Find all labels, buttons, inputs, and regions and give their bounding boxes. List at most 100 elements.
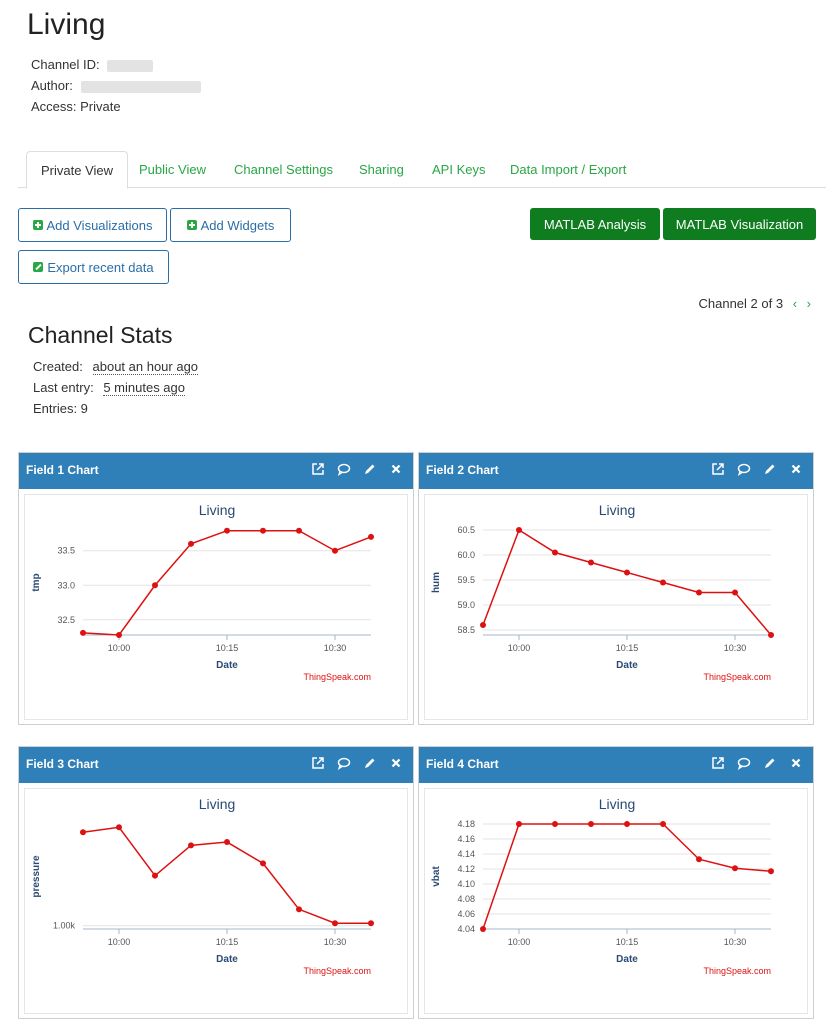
export-recent-data-label: Export recent data bbox=[47, 259, 154, 275]
y-tick-label: 4.06 bbox=[457, 909, 475, 919]
data-point bbox=[552, 549, 558, 556]
channel-pager: Channel 2 of 3 ‹ › bbox=[698, 296, 811, 311]
pencil-icon[interactable] bbox=[363, 756, 377, 770]
y-axis-label: pressure bbox=[31, 855, 42, 898]
external-link-icon[interactable] bbox=[711, 756, 725, 770]
panel-header: Field 1 Chart bbox=[19, 453, 413, 489]
data-point bbox=[188, 540, 194, 547]
last-entry-row: Last entry: 5 minutes ago bbox=[33, 380, 185, 396]
channel-stats-title: Channel Stats bbox=[28, 322, 173, 348]
data-point bbox=[588, 559, 594, 566]
comment-icon[interactable] bbox=[737, 756, 751, 770]
channel-id-redacted bbox=[107, 59, 154, 72]
y-tick-label: 59.5 bbox=[457, 575, 475, 585]
close-icon[interactable] bbox=[789, 462, 803, 476]
y-tick-label: 4.14 bbox=[457, 849, 475, 859]
chart-area: Living 4.04 4.06 4.08 4.10 4.12 4.14 4.16 4.18 10… bbox=[424, 788, 808, 1014]
panel-toolbar bbox=[711, 756, 803, 770]
comment-icon[interactable] bbox=[337, 462, 351, 476]
x-axis-label: Date bbox=[616, 660, 638, 671]
matlab-analysis-button[interactable]: MATLAB Analysis bbox=[530, 208, 660, 240]
data-series-line bbox=[482, 823, 772, 930]
y-tick-label: 32.5 bbox=[57, 615, 75, 625]
data-point bbox=[224, 839, 230, 846]
y-axis-label: hum bbox=[431, 572, 442, 593]
add-widgets-button[interactable]: Add Widgets bbox=[170, 208, 291, 242]
data-point bbox=[516, 527, 522, 533]
pencil-icon[interactable] bbox=[763, 756, 777, 770]
y-tick-label: 4.18 bbox=[457, 819, 475, 829]
field-3-chart-panel: Field 3 Chart Living 1.00k 10:00 10:15 10:30… bbox=[18, 746, 414, 1019]
data-point bbox=[368, 920, 374, 927]
last-entry-label: Last entry: bbox=[33, 380, 94, 395]
panel-header: Field 4 Chart bbox=[419, 747, 813, 783]
chart-credit: ThingSpeak.com bbox=[303, 966, 371, 976]
data-point bbox=[588, 821, 594, 827]
tab-data-import-export[interactable]: Data Import / Export bbox=[510, 162, 627, 177]
chart-area: Living 32.5 33.0 33.5 10:00 10:15 10:30 Date tmp… bbox=[24, 494, 408, 720]
tab-api-keys[interactable]: API Keys bbox=[432, 162, 486, 177]
chevron-left-icon[interactable]: ‹ bbox=[792, 296, 798, 311]
y-tick-label: 58.5 bbox=[457, 625, 475, 635]
external-link-icon[interactable] bbox=[311, 462, 325, 476]
data-point bbox=[152, 872, 158, 879]
tab-sharing[interactable]: Sharing bbox=[359, 162, 404, 177]
field-4-chart-panel: Field 4 Chart Living 4.04 4.06 4.08 4.10 4.12… bbox=[418, 746, 814, 1019]
matlab-visualization-button[interactable]: MATLAB Visualization bbox=[663, 208, 816, 240]
panel-header: Field 3 Chart bbox=[19, 747, 413, 783]
x-axis-label: Date bbox=[616, 954, 638, 965]
data-point bbox=[732, 589, 738, 596]
channel-id-label: Channel ID: bbox=[31, 57, 100, 72]
external-link-icon bbox=[33, 262, 44, 272]
pencil-icon[interactable] bbox=[763, 462, 777, 476]
x-tick-label: 10:00 bbox=[508, 937, 531, 947]
add-visualizations-label: Add Visualizations bbox=[46, 217, 153, 233]
data-point bbox=[80, 629, 86, 636]
add-visualizations-button[interactable]: Add Visualizations bbox=[18, 208, 167, 242]
field-1-line-chart: Living 32.5 33.0 33.5 10:00 10:15 10:30 Date tmp… bbox=[31, 502, 374, 682]
close-icon[interactable] bbox=[789, 756, 803, 770]
external-link-icon[interactable] bbox=[711, 462, 725, 476]
comment-icon[interactable] bbox=[737, 462, 751, 476]
x-tick-label: 10:30 bbox=[724, 643, 747, 653]
channel-tabs: Private View Public View Channel Setting… bbox=[18, 150, 826, 189]
export-recent-data-button[interactable]: Export recent data bbox=[18, 250, 169, 284]
author-label: Author: bbox=[31, 78, 73, 93]
data-point bbox=[80, 829, 86, 836]
close-icon[interactable] bbox=[389, 756, 403, 770]
tab-public-view[interactable]: Public View bbox=[139, 162, 206, 177]
created-row: Created: about an hour ago bbox=[33, 359, 199, 375]
data-point bbox=[696, 589, 702, 596]
tab-channel-settings[interactable]: Channel Settings bbox=[234, 162, 334, 177]
y-tick-label: 59.0 bbox=[457, 600, 475, 610]
access-value: Private bbox=[80, 99, 121, 114]
pager-text: Channel 2 of 3 bbox=[698, 296, 784, 311]
x-axis-label: Date bbox=[216, 954, 238, 965]
data-point bbox=[624, 821, 630, 827]
x-tick-label: 10:15 bbox=[216, 643, 239, 653]
chevron-right-icon[interactable]: › bbox=[806, 296, 811, 311]
data-point bbox=[768, 868, 774, 875]
last-entry-value: 5 minutes ago bbox=[103, 380, 185, 396]
data-point bbox=[260, 860, 266, 867]
comment-icon[interactable] bbox=[337, 756, 351, 770]
data-point bbox=[732, 865, 738, 872]
data-point bbox=[480, 622, 486, 628]
chart-title: Living bbox=[599, 796, 636, 812]
external-link-icon[interactable] bbox=[311, 756, 325, 770]
y-tick-label: 4.12 bbox=[457, 864, 475, 874]
data-point bbox=[296, 527, 302, 534]
chart-title: Living bbox=[199, 502, 236, 518]
x-tick-label: 10:00 bbox=[108, 643, 131, 653]
x-tick-label: 10:30 bbox=[724, 937, 747, 947]
panel-title: Field 4 Chart bbox=[426, 757, 499, 771]
data-point bbox=[152, 582, 158, 589]
y-axis-label: tmp bbox=[31, 573, 42, 591]
pencil-icon[interactable] bbox=[363, 462, 377, 476]
close-icon[interactable] bbox=[389, 462, 403, 476]
tab-private-view[interactable]: Private View bbox=[26, 151, 129, 189]
y-tick-label: 60.0 bbox=[457, 550, 475, 560]
y-axis-label: vbat bbox=[431, 866, 442, 887]
data-point bbox=[116, 632, 122, 638]
data-point bbox=[116, 824, 122, 831]
